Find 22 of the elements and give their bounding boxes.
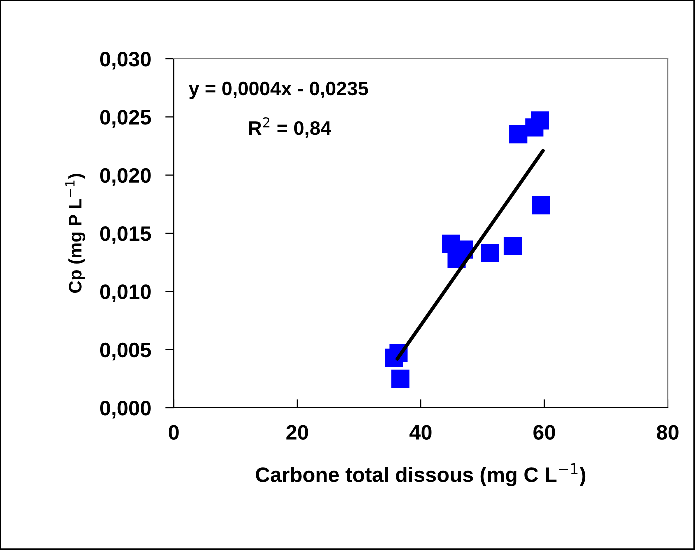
y-tick-label: 0,010: [100, 284, 151, 302]
y-tick-label: 0,005: [100, 342, 152, 361]
point: [531, 112, 550, 130]
y-tick-label: 0,015: [100, 226, 152, 244]
point: [510, 126, 528, 144]
y-axis-title: Cp (mg P L$^{−1}$): [66, 174, 86, 294]
x-tick-label: 40: [410, 425, 432, 440]
point: [392, 370, 410, 388]
x-tick-label: 80: [657, 425, 679, 440]
y-tick-label: 0,030: [100, 52, 151, 70]
x-tick-label: 20: [286, 425, 308, 440]
y-tick-label: 0,025: [100, 110, 152, 128]
point: [504, 237, 522, 256]
annotation: R$^{2}$ = 0,84: [249, 117, 332, 138]
annotation: y = 0,0004x - 0,0235: [188, 82, 368, 100]
x-tick-label: 60: [534, 425, 556, 440]
point: [532, 196, 550, 215]
point: [481, 244, 500, 262]
x-tick-label: 0: [169, 425, 179, 440]
y-tick-label: 0,000: [100, 401, 151, 419]
x-axis-title: Carbone total dissous (mg C L$^{−1}$): [256, 464, 586, 487]
y-tick-label: 0,020: [100, 168, 151, 186]
